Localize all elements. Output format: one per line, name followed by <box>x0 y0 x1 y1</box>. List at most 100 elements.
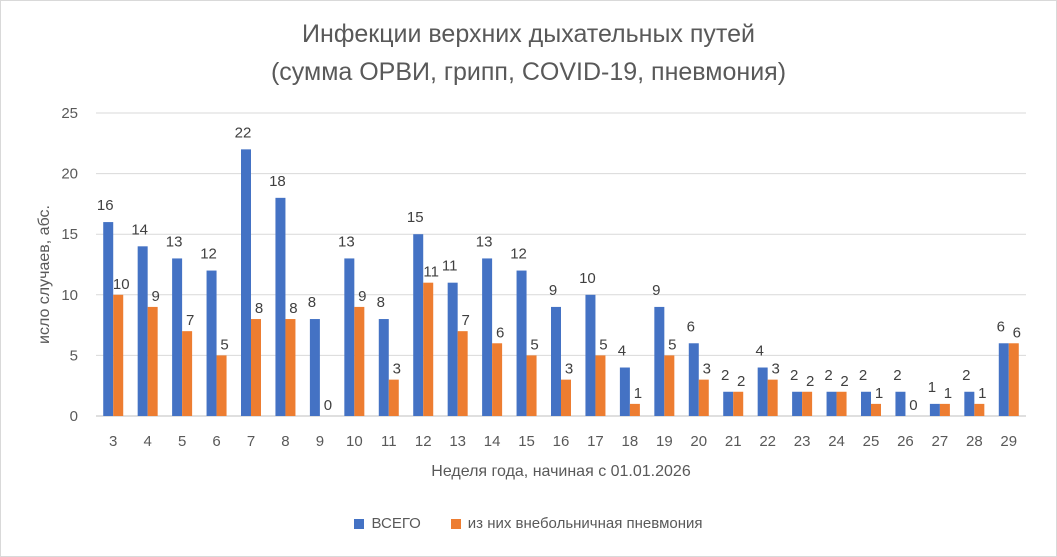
x-tick-label: 24 <box>828 433 845 450</box>
y-tick-label: 10 <box>61 287 78 304</box>
data-label-total: 12 <box>200 246 217 263</box>
x-tick-label: 12 <box>415 433 432 450</box>
bar-pneumonia <box>698 379 709 416</box>
data-label-total: 13 <box>166 233 183 250</box>
x-tick-label: 6 <box>212 433 220 450</box>
bar-total <box>378 319 389 416</box>
data-label-total: 9 <box>652 282 660 299</box>
bar-total <box>103 222 114 416</box>
x-tick-label: 10 <box>346 433 363 450</box>
bar-pneumonia <box>285 319 296 416</box>
data-label-pneumonia: 3 <box>565 361 573 378</box>
data-label-total: 8 <box>308 294 316 311</box>
data-label-pneumonia: 6 <box>1013 324 1021 341</box>
bar-total <box>585 294 596 416</box>
bar-total <box>206 270 217 416</box>
data-label-total: 4 <box>618 343 626 360</box>
y-tick-label: 25 <box>61 105 78 122</box>
bar-total <box>895 391 906 416</box>
bar-total <box>757 367 768 416</box>
data-label-total: 13 <box>338 233 355 250</box>
x-tick-label: 11 <box>381 433 397 450</box>
bar-pneumonia <box>733 391 744 416</box>
y-axis-title: исло случаев, абс. <box>36 205 53 344</box>
data-label-pneumonia: 3 <box>771 361 779 378</box>
bar-total <box>413 234 424 416</box>
legend-swatch-total <box>354 518 365 529</box>
data-label-total: 12 <box>510 246 527 263</box>
bar-total <box>826 391 837 416</box>
bar-total <box>929 403 940 416</box>
bar-pneumonia <box>974 403 985 416</box>
bar-pneumonia <box>492 343 503 416</box>
data-label-pneumonia: 7 <box>461 312 469 329</box>
data-label-total: 6 <box>687 318 695 335</box>
legend-item-total: ВСЕГО <box>354 515 421 532</box>
bar-total <box>137 246 148 416</box>
bar-total <box>551 306 561 416</box>
bar-total <box>447 282 458 416</box>
data-label-total: 2 <box>721 367 729 384</box>
x-tick-label: 27 <box>932 433 949 450</box>
bar-pneumonia <box>595 355 606 416</box>
bar-pneumonia <box>457 331 468 416</box>
data-label-total: 1 <box>928 379 936 396</box>
data-label-pneumonia: 5 <box>668 336 676 353</box>
x-tick-label: 25 <box>863 433 880 450</box>
x-tick-label: 22 <box>759 433 776 450</box>
bar-pneumonia <box>388 379 399 416</box>
x-tick-label: 16 <box>553 433 570 450</box>
bar-total <box>516 270 527 416</box>
bar-pneumonia <box>251 319 261 416</box>
data-label-total: 2 <box>790 367 798 384</box>
x-tick-label: 20 <box>690 433 707 450</box>
data-label-total: 4 <box>755 343 763 360</box>
x-tick-label: 29 <box>1000 433 1017 450</box>
bar-pneumonia <box>113 294 124 416</box>
x-tick-label: 4 <box>143 433 151 450</box>
bar-pneumonia <box>354 306 365 416</box>
x-tick-label: 7 <box>247 433 255 450</box>
data-label-pneumonia: 6 <box>496 324 504 341</box>
legend-swatch-pneumonia <box>450 518 461 529</box>
legend-item-pneumonia: из них внебольничная пневмония <box>450 515 703 532</box>
bar-pneumonia <box>802 391 813 416</box>
y-tick-label: 5 <box>70 347 78 364</box>
data-label-pneumonia: 8 <box>255 300 263 317</box>
data-label-pneumonia: 2 <box>840 373 848 390</box>
x-tick-label: 26 <box>897 433 914 450</box>
bar-pneumonia <box>216 355 227 416</box>
chart-legend: ВСЕГО из них внебольничная пневмония <box>0 515 1057 532</box>
bar-pneumonia <box>767 379 778 416</box>
bar-pneumonia <box>871 403 881 416</box>
x-tick-label: 5 <box>178 433 186 450</box>
bar-total <box>482 258 493 416</box>
x-tick-label: 13 <box>449 433 466 450</box>
bar-pneumonia <box>526 355 537 416</box>
bar-total <box>172 258 183 416</box>
data-label-total: 16 <box>97 197 114 214</box>
x-tick-label: 18 <box>622 433 639 450</box>
bar-total <box>861 391 871 416</box>
x-tick-label: 17 <box>587 433 604 450</box>
legend-label-total: ВСЕГО <box>371 515 421 532</box>
data-label-total: 6 <box>997 318 1005 335</box>
x-tick-label: 8 <box>281 433 289 450</box>
x-axis-title: Неделя года, начиная с 01.01.2026 <box>431 463 691 480</box>
data-label-total: 2 <box>824 367 832 384</box>
x-tick-label: 3 <box>109 433 117 450</box>
bar-pneumonia <box>561 379 571 416</box>
bar-pneumonia <box>939 403 950 416</box>
data-label-pneumonia: 8 <box>289 300 297 317</box>
bar-total <box>792 391 803 416</box>
bar-pneumonia <box>836 391 847 416</box>
bar-total <box>964 391 975 416</box>
y-tick-label: 15 <box>61 226 78 243</box>
data-label-total: 13 <box>476 233 493 250</box>
bar-pneumonia <box>147 306 158 416</box>
bar-total <box>654 306 665 416</box>
data-label-pneumonia: 0 <box>909 397 917 414</box>
data-label-pneumonia: 1 <box>634 385 642 402</box>
x-tick-label: 15 <box>518 433 535 450</box>
bar-total <box>723 391 734 416</box>
